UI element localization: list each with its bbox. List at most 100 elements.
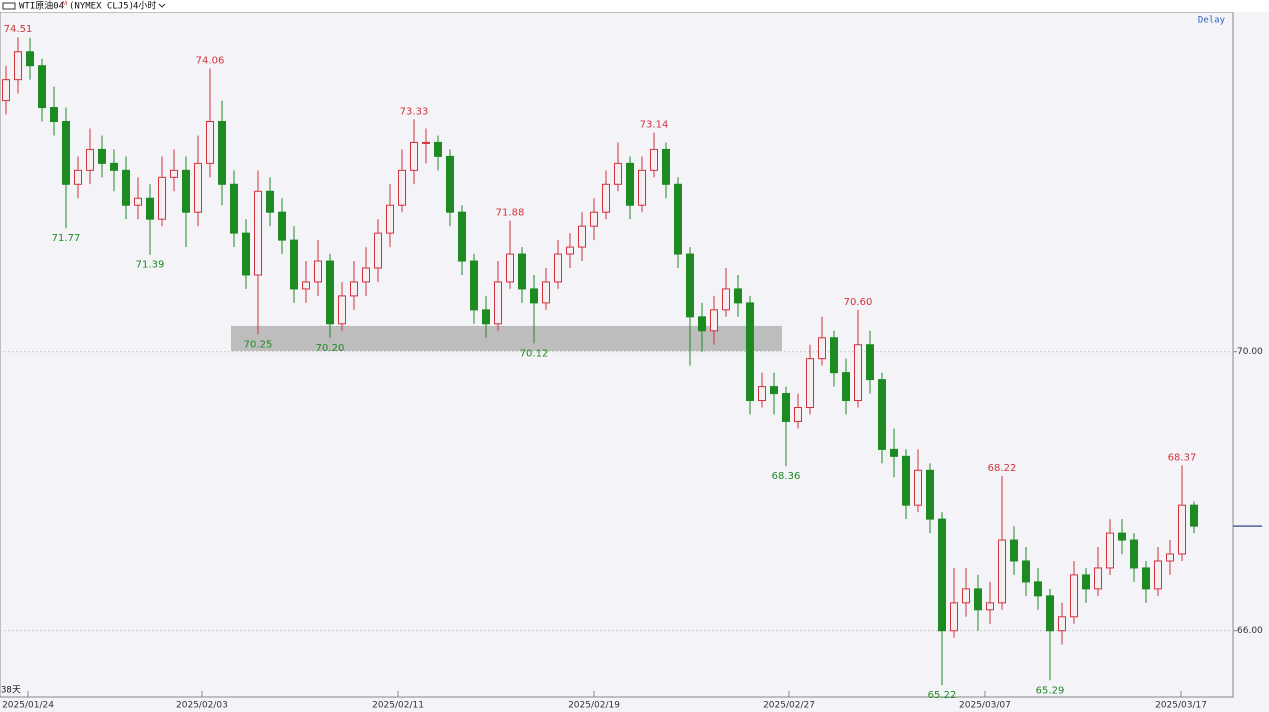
extreme-label: 65.29 [1036,685,1065,696]
candle-body [494,281,502,325]
candle-body [446,155,454,213]
candle-body [110,162,118,171]
candle-body [230,183,238,234]
candle-body [590,211,598,227]
candle-body [290,239,298,290]
candle-body [542,281,550,304]
candle-body [950,602,958,632]
candle-body [314,260,322,283]
candle-body [986,602,994,611]
link-icon[interactable] [2,2,16,10]
candle-body [878,379,886,450]
candle-body [1106,532,1114,569]
candle-body [866,344,874,381]
dropdown-arrow[interactable] [158,3,166,8]
x-tick-label: 2025/02/19 [568,701,620,711]
plot-frame [0,11,1234,698]
candle-body [1190,504,1198,527]
candle-body [830,337,838,374]
x-tick-label: 2025/02/11 [372,701,424,711]
candle-body [386,204,394,234]
extreme-label: 70.25 [244,339,273,350]
extreme-label: 74.06 [196,56,225,67]
candle-body [350,281,358,297]
candle-body [818,337,826,360]
candle-body [38,65,46,109]
candle-body [794,407,802,422]
candle-body [962,588,970,604]
candle-body [674,183,682,255]
candle-body [1178,504,1186,555]
candle-body [374,232,382,269]
candle-body [1142,567,1150,590]
period[interactable]: 4小时 [133,0,156,12]
x-tick-label: 2025/03/07 [959,701,1011,711]
candle-body [506,253,514,283]
candle-body [686,253,694,318]
candle-body [2,79,10,102]
candle-body [266,190,274,213]
candle-body [434,141,442,157]
candle-body [170,169,178,178]
symbol[interactable]: WTI原油04 [19,0,64,12]
candle-body [1082,574,1090,590]
candle-body [86,148,94,171]
extreme-label: 70.60 [844,297,873,308]
candle-body [338,295,346,325]
candle-body [554,253,562,283]
candle-body [998,539,1006,604]
extreme-label: 73.33 [400,106,429,117]
candle-body [122,169,130,206]
candle-body [398,169,406,206]
candle-body [182,169,190,213]
extreme-label: 71.39 [136,260,165,271]
exchange: (NYMEX CLJ5) [69,2,134,12]
candle-body [974,588,982,611]
candle-body [146,197,154,220]
candle-body [602,183,610,213]
candle-body [206,121,214,164]
candle-body [14,51,22,81]
candle-body [422,141,430,144]
extreme-label: 70.12 [520,348,549,359]
range-label: 38天 [1,686,21,696]
candle-body [578,225,586,248]
candle-body [734,288,742,304]
extreme-label: 71.77 [52,233,81,244]
candle-body [50,107,58,123]
candle-body [770,386,778,395]
candle-body [530,288,538,304]
delay-status: Delay [1198,16,1226,26]
candle-body [410,141,418,171]
candle-body [914,469,922,506]
candle-body [62,121,70,185]
extreme-label: 70.20 [316,343,345,354]
candle-body [722,288,730,311]
candle-body [1130,539,1138,569]
candle-body [362,267,370,283]
extreme-label: 68.37 [1168,452,1197,463]
candle-body [938,518,946,632]
candle-body [278,211,286,241]
candle-body [134,197,142,206]
candle-body [1166,553,1174,562]
candle-body [458,211,466,262]
candle-body [566,246,574,255]
candle-body [1034,581,1042,597]
candle-body [890,448,898,457]
candle-body [1022,560,1030,583]
candle-body [1094,567,1102,590]
candle-body [242,232,250,276]
candle-body [26,51,34,67]
candle-body [518,253,526,290]
candle-body [782,393,790,422]
candle-body [98,148,106,164]
candle-body [698,316,706,332]
x-tick-label: 2025/01/24 [2,701,54,711]
candle-body [638,169,646,206]
candle-body [806,358,814,409]
candle-body [194,162,202,213]
candle-body [1010,539,1018,562]
